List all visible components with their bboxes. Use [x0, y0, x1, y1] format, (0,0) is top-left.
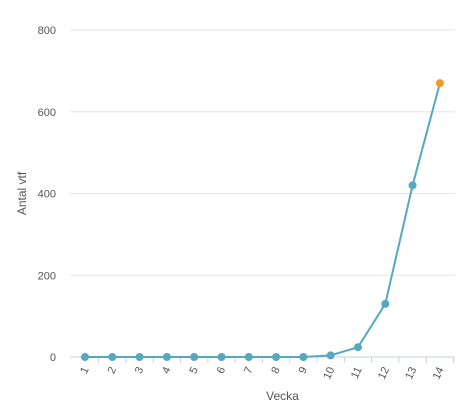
data-point[interactable] — [299, 353, 308, 361]
x-tick-label: 1 — [78, 365, 91, 376]
data-point[interactable] — [381, 299, 390, 308]
x-tick-label: 12 — [376, 365, 392, 381]
x-tick-label: 13 — [403, 365, 419, 381]
x-tick-label: 4 — [160, 365, 173, 376]
data-point[interactable] — [354, 343, 362, 352]
y-tick-label: 600 — [38, 107, 56, 119]
data-point[interactable] — [272, 353, 281, 361]
y-axis-ticks: 0 200 400 600 800 — [38, 25, 56, 364]
x-tick-label: 7 — [242, 365, 255, 376]
data-point[interactable] — [81, 353, 89, 361]
data-point[interactable] — [244, 353, 253, 361]
x-axis-title: Vecka — [266, 389, 299, 403]
data-point[interactable] — [190, 353, 199, 361]
y-axis-title: Antal vtf — [15, 171, 29, 215]
x-tick-label: 10 — [321, 365, 337, 381]
grid-lines — [70, 29, 455, 276]
y-tick-label: 200 — [38, 270, 56, 282]
x-tick-label: 8 — [269, 365, 282, 376]
data-point[interactable] — [135, 353, 144, 361]
x-axis-ticks: 1 2 3 4 5 6 7 8 9 10 11 12 13 14 — [78, 357, 455, 381]
data-points — [81, 79, 444, 361]
data-point[interactable] — [217, 353, 226, 361]
x-tick-label: 3 — [133, 365, 146, 376]
data-point[interactable] — [408, 181, 417, 190]
data-point-highlighted[interactable] — [435, 79, 444, 88]
x-tick-label: 6 — [215, 365, 228, 376]
data-point[interactable] — [162, 353, 171, 361]
x-tick-label: 11 — [349, 365, 365, 380]
x-tick-label: 14 — [431, 365, 447, 381]
data-point[interactable] — [326, 351, 335, 360]
x-tick-label: 2 — [106, 365, 119, 376]
y-tick-label: 0 — [50, 352, 56, 364]
x-tick-label: 5 — [187, 365, 200, 376]
data-point[interactable] — [108, 353, 117, 361]
series-line — [85, 82, 441, 358]
x-tick-label: 9 — [297, 365, 310, 376]
y-tick-label: 400 — [38, 189, 56, 201]
y-tick-label: 800 — [38, 25, 56, 37]
